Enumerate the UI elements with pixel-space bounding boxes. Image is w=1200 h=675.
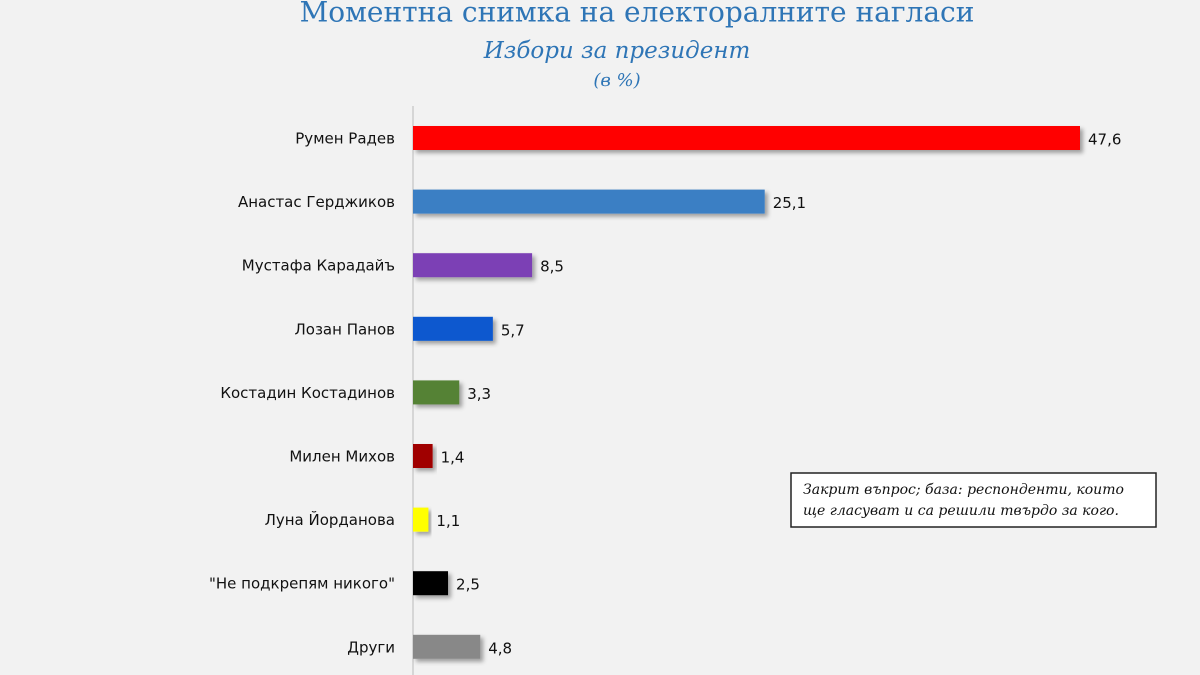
bar [413,380,460,405]
category-label: Румен Радев [295,130,395,148]
bar [413,253,533,278]
bar [413,507,429,532]
value-label: 5,7 [501,321,525,339]
chart-title: Моментна снимка на електоралните нагласи [300,0,975,29]
category-label: Мустафа Карадайъ [242,257,395,275]
bar [413,634,481,659]
bar [413,571,449,596]
bar [413,316,493,341]
value-label: 25,1 [773,194,806,212]
category-label: Костадин Костадинов [220,384,395,402]
category-label: Други [347,638,395,656]
chart-subtitle: Избори за президент [483,38,751,64]
category-label: Луна Йорданова [265,510,395,529]
value-label: 3,3 [467,385,491,403]
unit-note: (в %) [593,70,640,91]
value-label: 1,1 [436,512,460,530]
annotation: Закрит въпрос; база: респонденти, които [803,482,1124,498]
bar [413,444,433,468]
value-label: 2,5 [456,576,480,594]
category-label: Лозан Панов [295,320,396,338]
annotation: ще гласуват и са решили твърдо за кого. [803,503,1119,519]
value-label: 47,6 [1088,131,1121,149]
category-label: "Не подкрепям никого" [209,575,395,593]
category-label: Анастас Герджиков [238,193,395,211]
value-label: 4,8 [488,639,512,657]
bar [413,189,765,214]
value-label: 8,5 [540,258,564,276]
annotation-box [790,472,1157,528]
category-label: Милен Михов [289,448,395,466]
bar [413,126,1080,150]
value-label: 1,4 [441,449,465,467]
